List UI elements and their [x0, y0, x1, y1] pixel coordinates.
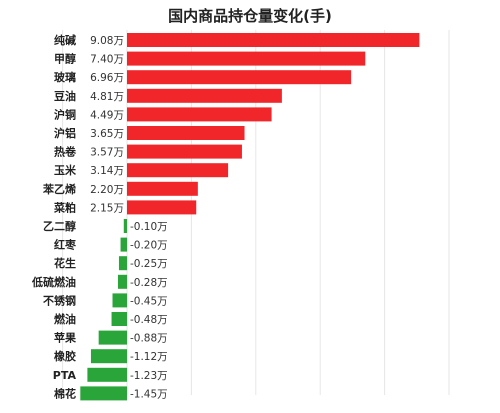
- category-label: 菜粕: [53, 200, 76, 214]
- bar: [127, 107, 272, 122]
- value-label: 3.65万: [90, 128, 124, 140]
- value-label: -1.45万: [130, 388, 168, 400]
- category-label: 玉米: [54, 163, 77, 177]
- bar: [127, 163, 229, 178]
- value-label: -1.23万: [130, 370, 168, 382]
- value-label: 2.15万: [90, 202, 124, 214]
- bar: [112, 293, 127, 308]
- value-label: 4.49万: [90, 109, 124, 121]
- category-label: 苹果: [54, 331, 76, 345]
- bar: [127, 70, 352, 85]
- category-label: 棉花: [54, 386, 76, 400]
- category-label: 豆油: [54, 89, 76, 103]
- value-label: 3.14万: [90, 165, 124, 177]
- category-label: 沪铜: [54, 107, 76, 121]
- bar: [127, 88, 282, 103]
- bar: [127, 181, 198, 196]
- bar: [98, 330, 127, 345]
- bar: [127, 126, 245, 140]
- category-label: 低硫燃油: [31, 275, 76, 289]
- value-label: -0.25万: [130, 258, 168, 270]
- bar: [117, 274, 127, 289]
- category-label: 红枣: [54, 238, 77, 252]
- value-label: 7.40万: [90, 54, 124, 66]
- category-label: 纯碱: [54, 33, 76, 47]
- value-label: 3.57万: [90, 147, 124, 159]
- category-label: 乙二醇: [43, 219, 76, 233]
- category-label: 苯乙烯: [42, 182, 76, 196]
- value-label: -0.48万: [130, 314, 168, 326]
- bar: [127, 200, 197, 215]
- value-label: -0.88万: [130, 333, 168, 345]
- category-label: 橡胶: [54, 349, 76, 363]
- value-label: -0.10万: [130, 221, 168, 233]
- bar: [127, 33, 420, 47]
- value-label: -1.12万: [130, 351, 168, 363]
- value-label: 9.08万: [90, 35, 124, 47]
- bar: [90, 349, 127, 364]
- bar: [118, 256, 127, 271]
- bar: [127, 51, 366, 66]
- bar: [111, 312, 127, 326]
- value-label: 6.96万: [90, 72, 124, 84]
- bar: [127, 144, 242, 159]
- value-label: -0.20万: [130, 240, 168, 252]
- value-label: 2.20万: [90, 184, 124, 196]
- bar: [87, 367, 127, 382]
- category-label: 玻璃: [54, 70, 76, 84]
- value-label: -0.28万: [130, 277, 168, 289]
- category-label: 甲醇: [54, 52, 76, 66]
- category-label: 燃油: [53, 312, 76, 326]
- value-label: -0.45万: [130, 295, 168, 307]
- bar: [123, 219, 127, 233]
- category-label: 不锈钢: [43, 293, 76, 307]
- category-label: 热卷: [54, 145, 77, 159]
- category-label: PTA: [53, 369, 77, 382]
- category-label: 沪铝: [54, 126, 76, 140]
- value-label: 4.81万: [90, 91, 124, 103]
- chart-title: 国内商品持仓量变化(手): [168, 7, 332, 25]
- category-label: 花生: [54, 256, 76, 270]
- bar: [80, 386, 127, 401]
- bar: [120, 237, 127, 252]
